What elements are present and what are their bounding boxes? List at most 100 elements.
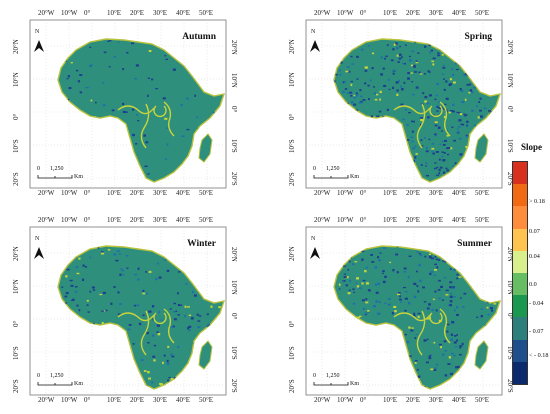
slope-pixel: [435, 309, 438, 312]
bottom-longitude-tick: 20°E: [406, 396, 421, 404]
slope-pixel: [206, 313, 209, 316]
slope-pixel: [122, 273, 125, 276]
slope-pixel: [411, 120, 414, 123]
slope-pixel: [386, 44, 389, 47]
slope-pixel: [439, 143, 442, 145]
slope-pixel: [187, 326, 190, 330]
slope-pixel: [364, 82, 367, 85]
slope-pixel: [465, 135, 469, 138]
slope-pixel: [350, 83, 353, 86]
slope-pixel: [442, 73, 445, 75]
slope-pixel: [398, 57, 402, 60]
slope-pixel: [102, 291, 106, 295]
slope-pixel: [131, 42, 135, 45]
map-frame: [305, 226, 503, 396]
slope-pixel: [446, 330, 449, 333]
slope-pixel: [453, 341, 457, 344]
slope-pixel: [463, 113, 466, 115]
slope-pixel: [436, 363, 439, 366]
bottom-longitude-tick: 30°E: [429, 396, 444, 404]
slope-pixel: [374, 266, 378, 269]
river-feature: [439, 101, 451, 137]
bottom-longitude-tick: 10°W: [61, 189, 78, 197]
slope-pixel: [367, 309, 370, 312]
north-arrow-icon: [34, 40, 44, 52]
river-feature: [416, 103, 426, 149]
slope-pixel: [401, 62, 405, 65]
slope-pixel: [167, 345, 170, 348]
slope-pixel: [137, 278, 140, 281]
slope-pixel: [79, 74, 83, 76]
slope-pixel: [155, 87, 159, 90]
slope-pixel: [428, 253, 431, 256]
slope-pixel: [415, 333, 418, 336]
left-latitude-tick: 10°N: [288, 279, 296, 294]
slope-pixel: [142, 314, 145, 317]
slope-pixel: [434, 255, 437, 258]
top-longitude-tick: 40°E: [176, 9, 191, 17]
slope-pixel: [395, 47, 399, 50]
slope-pixel: [65, 275, 68, 278]
slope-pixel: [442, 159, 446, 162]
slope-pixel: [145, 141, 149, 144]
slope-pixel: [346, 92, 349, 94]
slope-pixel: [406, 123, 409, 126]
slope-pixel: [423, 137, 427, 139]
slope-pixel: [431, 60, 435, 62]
slope-pixel: [449, 303, 452, 307]
slope-pixel: [340, 61, 343, 64]
slope-pixel: [355, 282, 358, 284]
slope-pixel: [425, 165, 427, 167]
slope-pixel: [353, 94, 356, 97]
slope-pixel: [218, 306, 221, 309]
slope-pixel: [415, 153, 418, 155]
slope-pixel: [404, 333, 407, 336]
slope-pixel: [473, 86, 476, 89]
slope-pixel: [432, 298, 435, 301]
legend-label: < - 0.18: [529, 352, 549, 359]
slope-pixel: [359, 89, 362, 92]
slope-pixel: [448, 356, 451, 359]
slope-pixel: [459, 297, 462, 299]
slope-pixel: [417, 52, 420, 54]
slope-pixel: [410, 136, 414, 138]
slope-pixel: [432, 63, 435, 66]
north-arrow-icon: [310, 40, 320, 52]
slope-pixel: [61, 286, 64, 288]
slope-pixel: [431, 309, 434, 311]
slope-pixel: [449, 300, 453, 303]
slope-pixel: [456, 128, 459, 130]
slope-pixel: [371, 52, 375, 55]
slope-pixel: [145, 292, 149, 295]
slope-pixel: [463, 73, 466, 77]
slope-pixel: [367, 289, 370, 292]
slope-pixel: [356, 316, 360, 319]
scale-distance-label: 1,250: [50, 166, 64, 172]
slope-pixel: [419, 123, 422, 127]
river-feature: [153, 105, 167, 118]
slope-pixel: [198, 315, 202, 317]
slope-pixel: [417, 315, 420, 319]
slope-pixel: [378, 259, 382, 262]
slope-pixel: [445, 97, 449, 100]
slope-pixel: [434, 134, 437, 137]
slope-pixel: [473, 124, 477, 127]
slope-pixel: [122, 110, 126, 114]
legend-color-segment: [513, 228, 527, 251]
top-longitude-tick: 50°E: [199, 216, 214, 224]
slope-pixel: [349, 279, 351, 283]
left-latitude-tick: 20°N: [12, 39, 20, 54]
slope-pixel: [445, 80, 448, 83]
slope-pixel: [406, 340, 410, 344]
slope-pixel: [466, 83, 470, 86]
slope-pixel: [162, 361, 164, 365]
slope-pixel: [417, 312, 421, 315]
right-latitude-tick: 20°N: [230, 247, 238, 262]
slope-pixel: [177, 271, 181, 273]
slope-pixel: [438, 279, 441, 282]
top-longitude-tick: 20°W: [38, 9, 55, 17]
slope-pixel: [138, 322, 142, 326]
river-feature: [163, 101, 175, 137]
slope-pixel: [458, 276, 462, 278]
slope-pixel: [417, 375, 421, 378]
